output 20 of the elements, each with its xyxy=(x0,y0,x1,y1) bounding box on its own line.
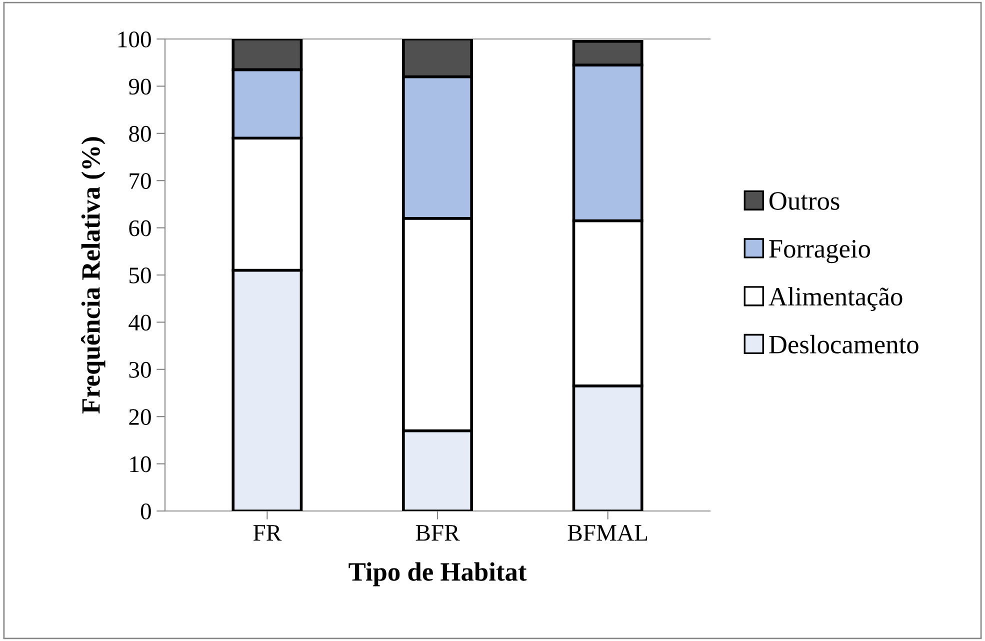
x-tick-label: BFR xyxy=(416,525,460,541)
legend-label: Alimentação xyxy=(768,287,902,312)
y-tick-label: 80 xyxy=(129,126,151,142)
y-tick-label: 20 xyxy=(129,409,151,426)
y-tick-label: 0 xyxy=(140,503,151,520)
y-tick-label: 70 xyxy=(130,173,151,190)
y-tick-label: 10 xyxy=(130,456,151,472)
y-axis-title: Frequência Relativa (%) xyxy=(81,137,106,414)
x-tick-label: FR xyxy=(253,525,282,541)
y-tick-label: 40 xyxy=(128,314,151,331)
legend-label: Deslocamento xyxy=(769,334,918,354)
y-tick-label: 50 xyxy=(130,267,151,284)
legend-label: Outros xyxy=(769,192,840,210)
y-tick-label: 100 xyxy=(118,31,151,48)
legend-label: Forrageio xyxy=(769,240,870,264)
y-tick-label: 30 xyxy=(129,362,151,378)
x-axis-title: Tipo de Habitat xyxy=(348,562,527,586)
y-tick-label: 60 xyxy=(129,220,151,236)
x-tick-label: BFMAL xyxy=(568,524,648,541)
y-tick-label: 90 xyxy=(128,78,151,95)
